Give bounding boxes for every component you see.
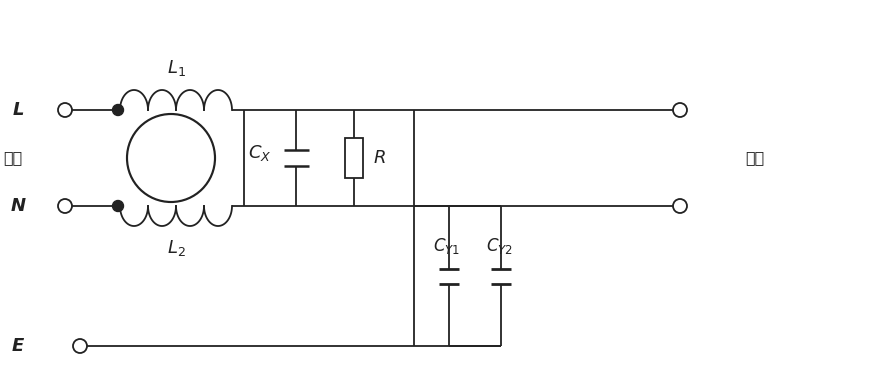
Circle shape <box>73 339 87 353</box>
Circle shape <box>113 201 123 211</box>
Bar <box>345 138 363 178</box>
Text: L: L <box>12 101 24 119</box>
Text: 负载: 负载 <box>746 151 765 166</box>
Circle shape <box>58 103 72 117</box>
Circle shape <box>673 103 687 117</box>
Text: 电源: 电源 <box>4 151 23 166</box>
Text: $C_{Y1}$: $C_{Y1}$ <box>433 236 460 256</box>
Text: $C_{Y2}$: $C_{Y2}$ <box>486 236 513 256</box>
Circle shape <box>127 114 215 202</box>
Circle shape <box>58 199 72 213</box>
Text: $R$: $R$ <box>373 149 385 167</box>
Text: $L_1$: $L_1$ <box>166 58 186 78</box>
Text: N: N <box>10 197 25 215</box>
Text: E: E <box>12 337 24 355</box>
Circle shape <box>673 199 687 213</box>
Text: $C_X$: $C_X$ <box>248 143 272 163</box>
Circle shape <box>113 104 123 116</box>
Text: $L_2$: $L_2$ <box>166 238 186 258</box>
